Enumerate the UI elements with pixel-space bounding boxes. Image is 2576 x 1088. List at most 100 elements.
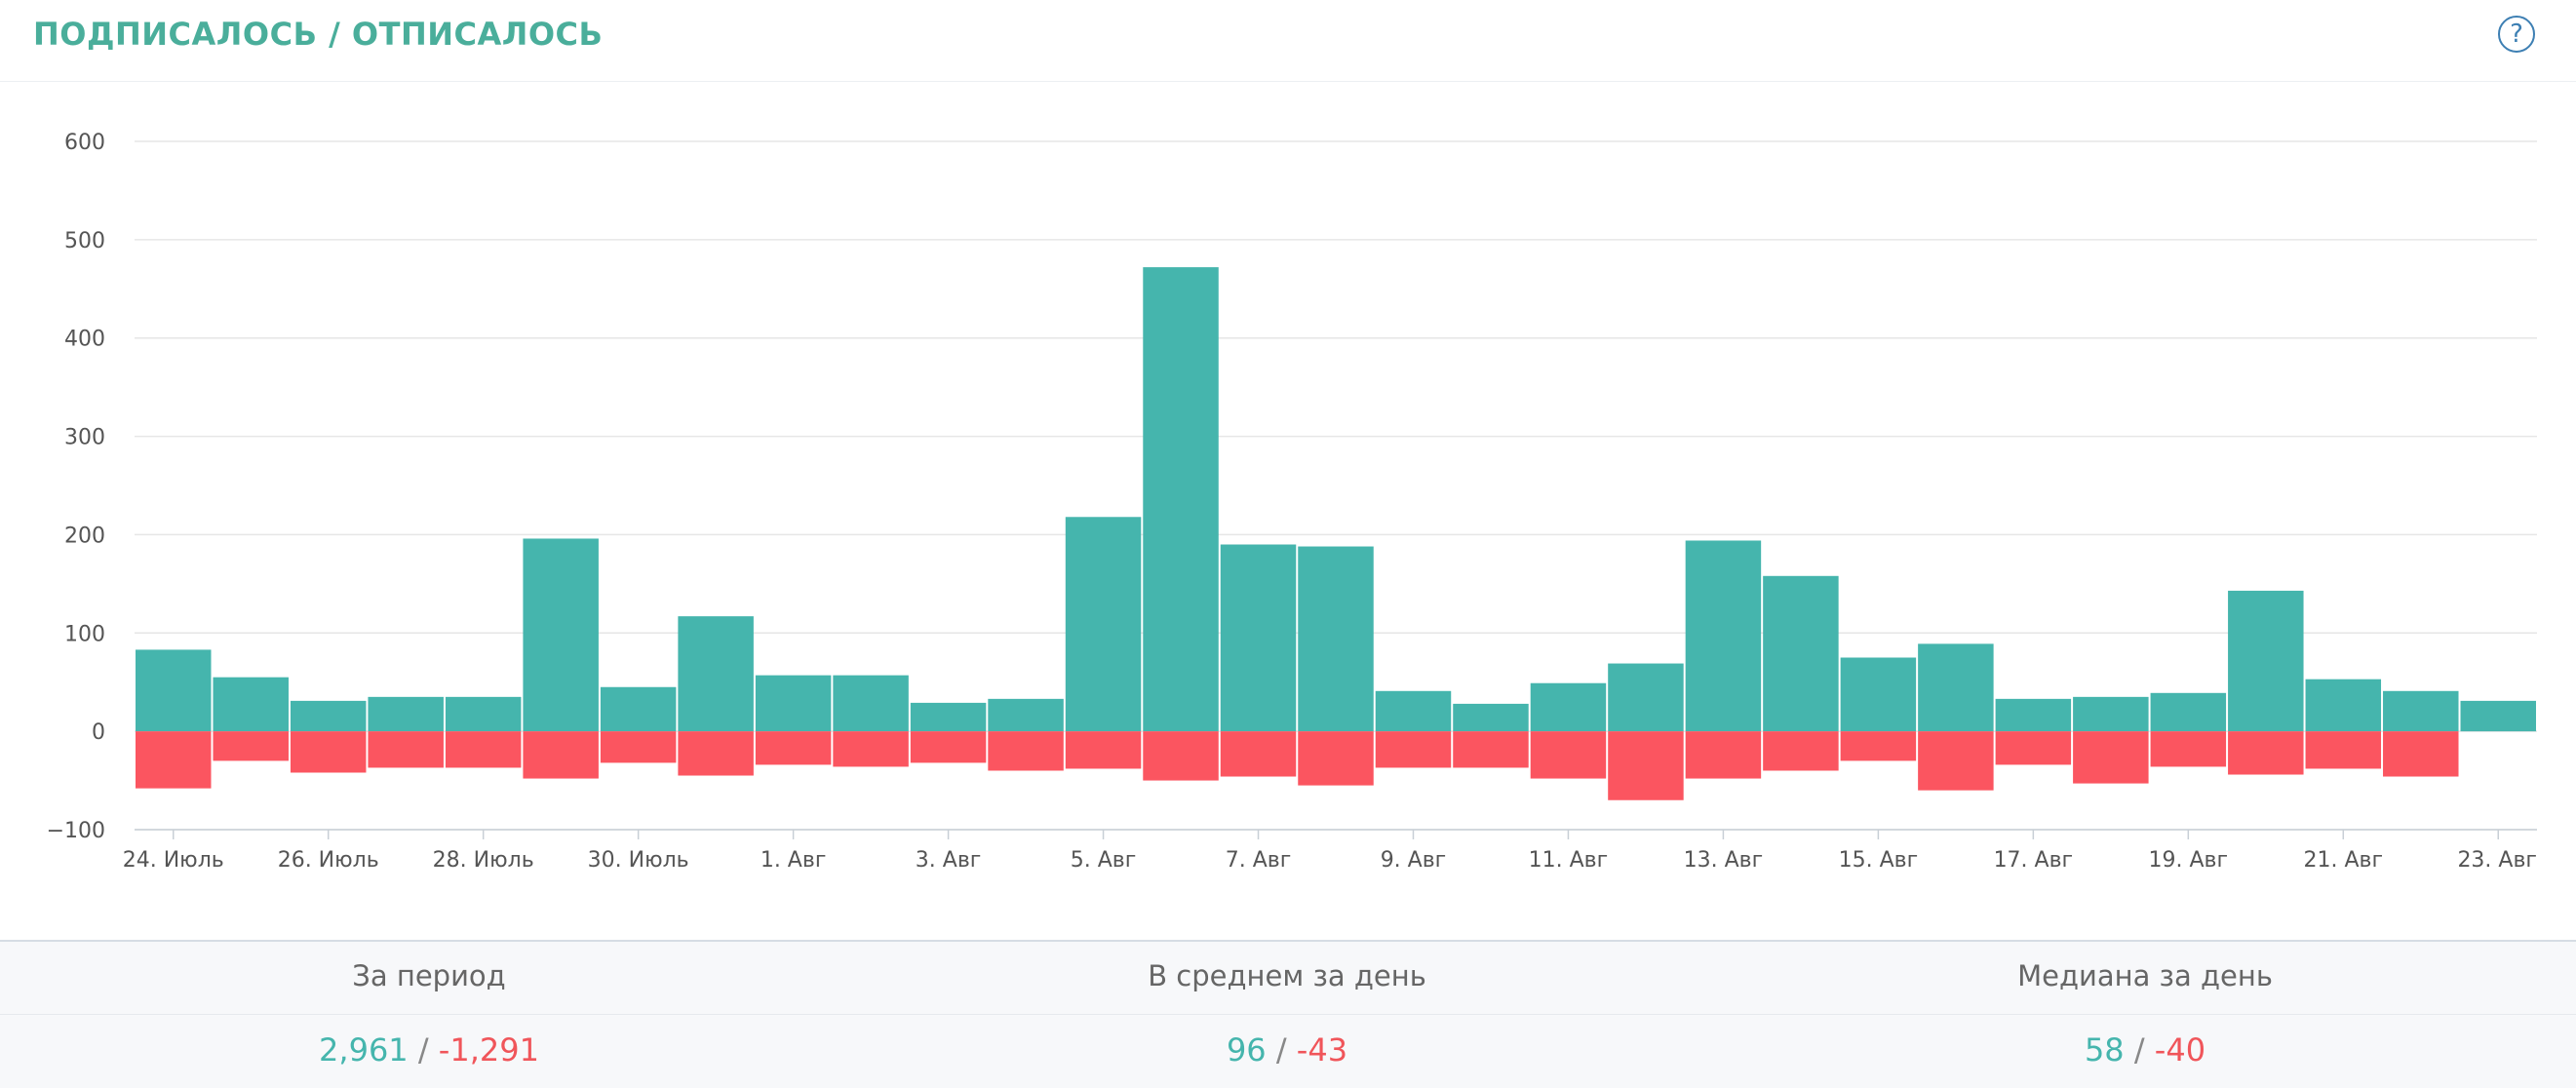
bar-subscribed-7[interactable] [678,616,754,732]
bar-unsubscribed-2[interactable] [290,731,367,773]
bar-subscribed-28[interactable] [2305,679,2382,732]
bar-subscribed-19[interactable] [1608,663,1684,732]
x-tick-label-14: 21. Авг [2304,848,2384,873]
bar-subscribed-1[interactable] [213,677,289,732]
bar-unsubscribed-17[interactable] [1453,731,1529,768]
stat-period-sep: / [417,1031,429,1069]
bar-subscribed-24[interactable] [1995,698,2072,732]
bar-unsubscribed-9[interactable] [833,731,909,767]
bar-subscribed-15[interactable] [1298,546,1374,732]
bar-subscribed-14[interactable] [1220,544,1297,732]
bar-unsubscribed-23[interactable] [1918,731,1994,791]
x-tick-label-12: 17. Авг [1994,848,2074,873]
x-tick-label-13: 19. Авг [2149,848,2229,873]
bar-subscribed-2[interactable] [290,700,367,732]
stat-period-label: За период [352,959,506,992]
bar-unsubscribed-18[interactable] [1530,731,1607,779]
bar-subscribed-27[interactable] [2228,590,2304,732]
bar-subscribed-8[interactable] [755,675,832,732]
bar-subscribed-29[interactable] [2383,690,2459,732]
y-tick-label-1: 500 [64,229,105,253]
stats-divider [0,1014,2576,1015]
x-tick-label-6: 5. Авг [1071,848,1137,873]
bar-subscribed-5[interactable] [523,538,599,732]
stat-median-label: Медиана за день [2017,959,2273,992]
bar-unsubscribed-6[interactable] [600,731,677,763]
bar-unsubscribed-13[interactable] [1143,731,1219,781]
stat-period-pos: 2,961 [319,1031,409,1069]
bar-unsubscribed-15[interactable] [1298,731,1374,786]
stat-median-value: 58 / -40 [1716,1031,2574,1069]
stats-footer: За период 2,961 / -1,291 В среднем за де… [0,940,2576,1088]
x-tick-label-11: 15. Авг [1839,848,1919,873]
bar-unsubscribed-24[interactable] [1995,731,2072,765]
bar-unsubscribed-12[interactable] [1065,731,1142,769]
stat-period: За период 2,961 / -1,291 [0,942,858,1088]
bar-unsubscribed-11[interactable] [988,731,1064,771]
y-tick-label-7: −100 [47,819,105,843]
panel-header: ПОДПИСАЛОСЬ / ОТПИСАЛОСЬ ? [0,0,2576,82]
y-tick-label-6: 0 [92,720,105,745]
bar-subscribed-23[interactable] [1918,643,1994,732]
axis-layer: 600 500 400 300 200 100 0 −100 24. Июль 26. Июль 2… [47,131,2537,873]
bar-subscribed-30[interactable] [2460,700,2536,732]
y-tick-label-2: 400 [64,328,105,352]
x-tick-label-0: 24. Июль [123,848,224,873]
bar-subscribed-18[interactable] [1530,682,1607,732]
bar-subscribed-3[interactable] [368,696,444,732]
bar-subscribed-13[interactable] [1143,267,1219,732]
bar-unsubscribed-27[interactable] [2228,731,2304,775]
x-tick-label-5: 3. Авг [916,848,982,873]
bar-unsubscribed-3[interactable] [368,731,444,768]
stat-median-pos: 58 [2084,1031,2125,1069]
bar-unsubscribed-1[interactable] [213,731,289,761]
bar-subscribed-10[interactable] [910,702,987,732]
x-tick-label-3: 30. Июль [588,848,689,873]
bar-subscribed-9[interactable] [833,675,909,732]
bar-unsubscribed-22[interactable] [1840,731,1917,761]
bar-unsubscribed-4[interactable] [445,731,522,768]
bar-subscribed-21[interactable] [1763,575,1839,732]
bar-unsubscribed-16[interactable] [1375,731,1452,768]
bar-subscribed-6[interactable] [600,686,677,732]
stat-avg: В среднем за день 96 / -43 [858,942,1716,1088]
stat-avg-neg: -43 [1296,1031,1348,1069]
bar-unsubscribed-19[interactable] [1608,731,1684,800]
help-icon[interactable]: ? [2498,16,2535,53]
bar-subscribed-4[interactable] [445,696,522,732]
subscriptions-chart: 600 500 400 300 200 100 0 −100 24. Июль 26. Июль 2… [47,131,2537,873]
bar-unsubscribed-21[interactable] [1763,731,1839,771]
bar-unsubscribed-5[interactable] [523,731,599,779]
bar-subscribed-12[interactable] [1065,517,1142,732]
bar-subscribed-0[interactable] [136,649,212,732]
x-tick-label-8: 9. Авг [1381,848,1447,873]
bar-subscribed-11[interactable] [988,698,1064,732]
stat-period-neg: -1,291 [438,1031,539,1069]
bar-unsubscribed-0[interactable] [136,731,212,789]
bar-unsubscribed-14[interactable] [1220,731,1297,777]
bar-subscribed-25[interactable] [2073,696,2149,732]
stat-avg-pos: 96 [1226,1031,1267,1069]
x-tick-label-4: 1. Авг [761,848,827,873]
y-tick-label-5: 100 [64,622,105,646]
bar-unsubscribed-25[interactable] [2073,731,2149,784]
bar-unsubscribed-26[interactable] [2150,731,2227,767]
panel-title: ПОДПИСАЛОСЬ / ОТПИСАЛОСЬ [33,16,604,53]
bar-subscribed-16[interactable] [1375,690,1452,732]
bar-unsubscribed-20[interactable] [1685,731,1762,779]
bar-subscribed-17[interactable] [1453,703,1529,732]
y-tick-label-3: 300 [64,426,105,450]
bars-layer [136,267,2536,800]
bar-subscribed-22[interactable] [1840,657,1917,732]
bar-subscribed-20[interactable] [1685,540,1762,732]
bar-unsubscribed-28[interactable] [2305,731,2382,769]
bar-unsubscribed-29[interactable] [2383,731,2459,777]
bar-subscribed-26[interactable] [2150,692,2227,732]
bar-unsubscribed-10[interactable] [910,731,987,763]
x-tick-label-10: 13. Авг [1684,848,1764,873]
bar-unsubscribed-7[interactable] [678,731,754,776]
bar-unsubscribed-8[interactable] [755,731,832,765]
stat-avg-label: В среднем за день [1148,959,1426,992]
x-tick-label-9: 11. Авг [1529,848,1609,873]
